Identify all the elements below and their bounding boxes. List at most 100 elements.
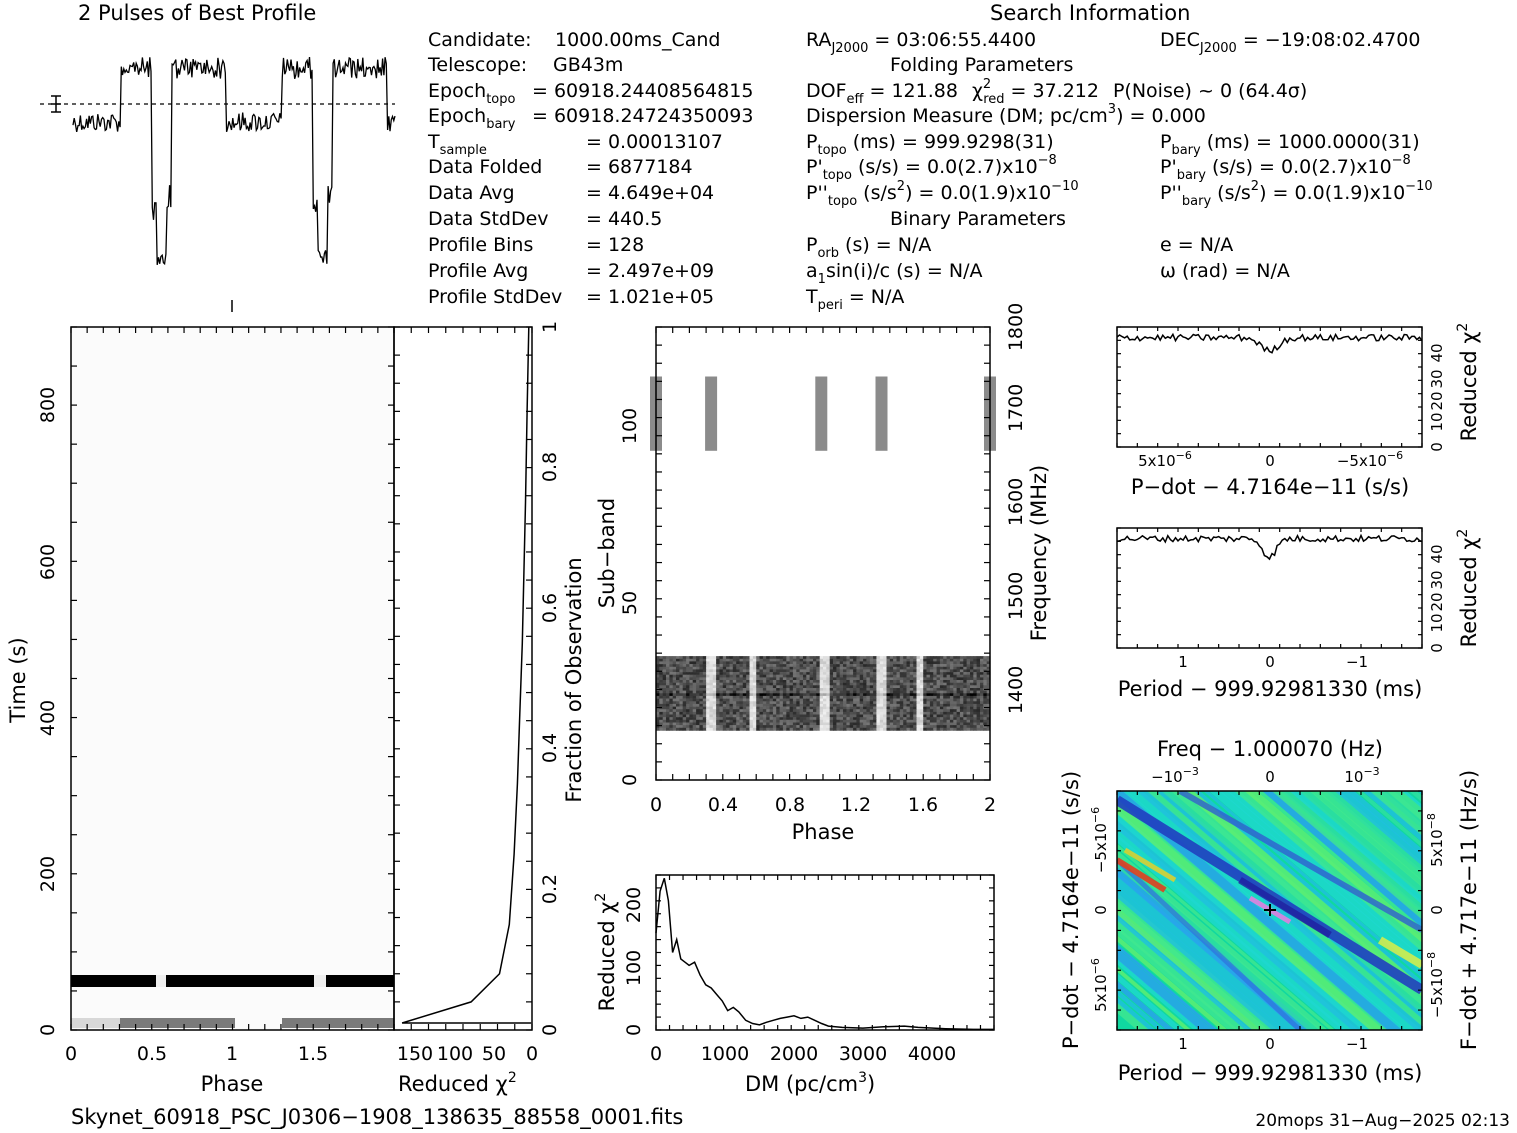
best-fit-marker (1264, 904, 1276, 916)
pp-ytick-1: 0 (1092, 905, 1110, 915)
svg-text:Pbary(ms) = 1000.0000(31): Pbary (ms) = 1000.0000(31) (1160, 131, 1420, 158)
pp-toptick-0: −10−3 (1151, 765, 1199, 786)
reduced-chi-label-period: Reduced χ2 (1455, 529, 1481, 648)
sb-y2tick-0: 1400 (1005, 666, 1027, 714)
pdot-label: P−dot − 4.7164e−11 (s/s) (1131, 475, 1409, 499)
tc-xtick-1: 100 (437, 1043, 473, 1065)
svg-text:P''topo(s/s2) = 0.0(1.9)x10−10: P''topo (s/s2) = 0.0(1.9)x10−10 (806, 179, 1079, 209)
svg-text:e = N/A: e = N/A (1160, 234, 1233, 256)
tc-ytick-3: 0.6 (539, 593, 561, 623)
pp-y2tick-0: 5x10−8 (1425, 813, 1446, 867)
pp-ytick-2: 5x10−6 (1089, 958, 1110, 1012)
pd-ytick-4: 40 (1428, 343, 1446, 362)
filename: Skynet_60918_PSC_J0306−1908_138635_88558… (71, 1105, 683, 1130)
tp-xtick-2: 1 (226, 1043, 238, 1065)
pd-xtick-1: 0 (1265, 452, 1275, 470)
tp-xtick-3: 1.5 (298, 1043, 328, 1065)
pd-xtick-0: 5x10−6 (1138, 449, 1192, 470)
tc-xtick-0: 150 (397, 1043, 433, 1065)
period-label-bottom: Period − 999.92981330 (ms) (1118, 1061, 1423, 1085)
footer-timestamp: 20mops 31−Aug−2025 02:13 (1255, 1111, 1510, 1131)
pr-xtick-0: 1 (1178, 653, 1188, 671)
tc-ytick-5: 1 (539, 321, 561, 333)
pp-toptick-2: 10−3 (1344, 765, 1379, 786)
pdot-chi2-curve (1116, 332, 1423, 354)
phase-label-left: Phase (201, 1072, 264, 1096)
sb-xtick-5: 2 (984, 794, 996, 816)
sb-ytick-1: 50 (619, 591, 641, 615)
svg-text:Data Folded= 6877184: Data Folded = 6877184 (428, 156, 693, 178)
dm-xtick-2: 2000 (770, 1043, 818, 1065)
sb-y2tick-4: 1800 (1005, 303, 1027, 351)
period-label-mid: Period − 999.92981330 (ms) (1118, 677, 1423, 701)
dm-axis-label: DM (pc/cm3) (745, 1070, 875, 1096)
subband-label: Sub−band (595, 498, 619, 608)
pr-ytick-2: 20 (1428, 592, 1446, 611)
subband-phase-plot: 0 0.4 0.8 1.2 1.6 2 0 50 100 1400 1500 1… (595, 303, 1051, 844)
pd-ytick-2: 20 (1428, 391, 1446, 410)
reduced-chi-label-time: Reduced χ2 (398, 1070, 517, 1096)
tc-ytick-4: 0.8 (539, 452, 561, 482)
pp-y2tick-2: −5x10−8 (1425, 952, 1446, 1018)
tc-ytick-1: 0.2 (539, 874, 561, 904)
svg-text:RAJ2000= 03:06:55.4400: RAJ2000 = 03:06:55.4400 (806, 29, 1036, 56)
profile-trace (72, 56, 396, 266)
tc-xtick-3: 0 (526, 1043, 538, 1065)
profile-title: 2 Pulses of Best Profile (78, 1, 316, 25)
reduced-chi-label-pdot: Reduced χ2 (1455, 323, 1481, 442)
pr-ytick-4: 40 (1428, 544, 1446, 563)
sb-xtick-0: 0 (650, 794, 662, 816)
tp-ytick-1: 200 (37, 856, 59, 892)
pp-ytick-0: −5x10−6 (1089, 807, 1110, 873)
pr-ytick-3: 30 (1428, 570, 1446, 589)
fraction-label: Fraction of Observation (562, 557, 586, 802)
pd-xtick-2: −5x10−6 (1337, 449, 1403, 470)
p-pdot-plot: Freq − 1.000070 (Hz) −10−3 0 10−3 1 0 −1… (1059, 737, 1481, 1085)
pdot-chi2-plot: 5x10−6 0 −5x10−6 0 10 20 30 40 Reduced χ… (1116, 323, 1481, 499)
period-chi2-curve (1116, 533, 1423, 561)
dm-ytick-0: 0 (623, 1024, 645, 1036)
reduced-chi-label-dm: Reduced χ2 (593, 893, 619, 1012)
time-chi2-plot: 150 100 50 0 0 0.2 0.4 0.6 0.8 1 Reduced… (393, 321, 586, 1096)
svg-text:Dispersion Measure (DM; pc/cm3: Dispersion Measure (DM; pc/cm3) = 0.000 (806, 102, 1206, 127)
tp-ytick-0: 0 (37, 1024, 59, 1036)
svg-text:Epochtopo= 60918.24408564815: Epochtopo = 60918.24408564815 (428, 80, 753, 107)
svg-text:DECJ2000= −19:08:02.4700: DECJ2000 = −19:08:02.4700 (1160, 29, 1420, 56)
sb-ytick-2: 100 (619, 408, 641, 444)
time-chi2-curve (401, 326, 532, 1024)
time-phase-plot: 0 0.5 1 1.5 0 200 400 600 800 Time (s) P… (6, 326, 395, 1096)
svg-text:Candidate:1000.00ms_Cand: Candidate: 1000.00ms_Cand (428, 29, 721, 51)
pr-ytick-1: 10 (1428, 613, 1446, 632)
dm-xtick-0: 0 (650, 1043, 662, 1065)
pp-y2tick-1: 0 (1428, 905, 1446, 915)
freq-label: Freq − 1.000070 (Hz) (1157, 737, 1383, 761)
tc-ytick-0: 0 (539, 1024, 561, 1036)
gray-band (120, 1018, 235, 1028)
pd-ytick-3: 30 (1428, 369, 1446, 388)
svg-text:Ptopo(ms) = 999.9298(31): Ptopo (ms) = 999.9298(31) (806, 131, 1054, 158)
sb-xtick-4: 1.6 (908, 794, 938, 816)
svg-text:Binary Parameters: Binary Parameters (890, 208, 1066, 230)
svg-text:Data StdDev= 440.5: Data StdDev = 440.5 (428, 208, 662, 230)
svg-text:Tsample= 0.00013107: Tsample = 0.00013107 (427, 131, 723, 158)
tc-ytick-2: 0.4 (539, 733, 561, 763)
sb-xtick-3: 1.2 (841, 794, 871, 816)
svg-text:P'bary(s/s) = 0.0(2.7)x10−8: P'bary (s/s) = 0.0(2.7)x10−8 (1160, 153, 1411, 183)
tp-ytick-2: 400 (37, 700, 59, 736)
svg-text:Profile StdDev= 1.021e+05: Profile StdDev = 1.021e+05 (428, 286, 714, 308)
sb-y2tick-2: 1600 (1005, 478, 1027, 526)
pulse-profile (40, 56, 396, 312)
period-chi2-plot: 1 0 −1 0 10 20 30 40 Reduced χ2 Period −… (1116, 527, 1481, 701)
svg-text:Profile Avg= 2.497e+09: Profile Avg = 2.497e+09 (428, 260, 714, 282)
pp-xtick-0: 1 (1178, 1035, 1188, 1053)
sb-xtick-1: 0.4 (708, 794, 738, 816)
sb-ytick-0: 0 (619, 774, 641, 786)
dm-xtick-1: 1000 (701, 1043, 749, 1065)
fdot-axis-label: F−dot + 4.717e−11 (Hz/s) (1457, 770, 1481, 1050)
pp-toptick-1: 0 (1265, 768, 1275, 786)
time-axis-label: Time (s) (6, 637, 30, 723)
dm-xtick-3: 3000 (839, 1043, 887, 1065)
dm-ytick-1: 100 (623, 950, 645, 986)
pp-xtick-2: −1 (1346, 1035, 1368, 1053)
